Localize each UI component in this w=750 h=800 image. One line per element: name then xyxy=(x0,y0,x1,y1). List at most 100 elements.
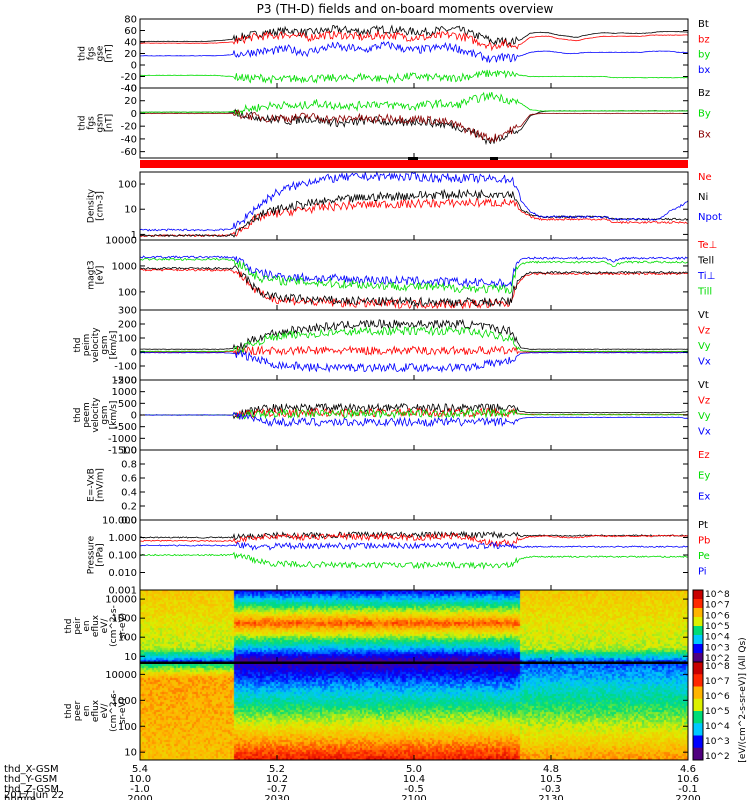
y-tick-label: -60 xyxy=(121,147,137,158)
series-line-vy xyxy=(139,325,688,355)
y-tick-label: 500 xyxy=(118,399,137,410)
panel-frame xyxy=(139,239,689,311)
series-line-pt xyxy=(140,530,689,541)
y-tick-label: 10 xyxy=(124,748,137,759)
colorbar-tick-label: 10^5 xyxy=(705,622,730,632)
legend-vz: Vz xyxy=(698,326,710,337)
x-row-value: -0.3 xyxy=(541,784,561,795)
y-tick-label: 0.100 xyxy=(108,551,137,562)
legend-pt: Pt xyxy=(698,520,708,531)
series-line-vt xyxy=(140,318,688,351)
y-tick-label: 100 xyxy=(118,722,137,733)
y-axis-label-line: Pressure xyxy=(87,535,97,574)
y-axis-label-line: [cm-3] xyxy=(96,191,106,221)
x-row-value: 2030 xyxy=(264,794,289,800)
x-row-label: hhmm xyxy=(4,794,36,800)
y-tick-label: -1500 xyxy=(108,446,137,457)
x-row-value: -0.1 xyxy=(678,784,698,795)
legend-vz: Vz xyxy=(698,396,710,407)
y-tick-label: 1000 xyxy=(112,261,137,272)
legend-vy: Vy xyxy=(698,411,711,422)
colorbar-segment xyxy=(693,711,703,724)
x-row-value: 5.2 xyxy=(269,764,285,775)
colorbar-tick-label: 10^3 xyxy=(705,643,730,653)
colorbar-segment xyxy=(693,644,703,654)
y-axis-label-line: thd xyxy=(78,46,88,61)
y-axis-label-line: eflux xyxy=(91,614,101,637)
y-tick-label: 80 xyxy=(124,15,137,26)
y-tick-label: -40 xyxy=(121,84,137,95)
legend-till: Till xyxy=(697,287,712,298)
series-line-vz xyxy=(139,345,688,356)
series-line-bx xyxy=(139,41,689,64)
colorbar-segment xyxy=(693,590,703,600)
colorbar-segment xyxy=(693,653,703,663)
series-line-bz xyxy=(139,108,689,146)
colorbar-segment xyxy=(693,686,703,700)
colorbar-peer-spectrogram: 10^8 10^7 10^6 10^5 10^4 10^3 10^2 xyxy=(692,661,730,762)
x-row-value: 10.4 xyxy=(403,774,425,785)
y-axis-label-line: [km/s] xyxy=(109,401,119,430)
panel-frame xyxy=(139,449,689,521)
panel-peim-velocity: Vt Vz Vy Vx 300 200 100 0 -100 -200 thd peim velocit… xyxy=(73,306,711,387)
y-axis-label-line: peir xyxy=(73,617,83,635)
legend-bx: Bx xyxy=(698,129,711,140)
series-line-by xyxy=(139,91,688,117)
y-tick-label: 1 xyxy=(131,230,137,241)
y-tick-label: 10 xyxy=(124,652,137,663)
y-tick-label: 10000 xyxy=(105,236,137,247)
colorbar-tick-label: 10^4 xyxy=(705,633,730,643)
y-tick-label: 1000 xyxy=(112,696,137,707)
y-axis-label-line: velocity xyxy=(91,327,101,363)
legend-bt: Bt xyxy=(698,19,709,30)
x-row-value: -0.7 xyxy=(267,784,287,795)
y-axis-label: Pressure [nPa] xyxy=(87,535,106,574)
y-axis-label: thd peer en eflux eV/(cm^2-s-sr-eV) xyxy=(64,690,128,732)
y-axis-label-line: magt3 xyxy=(87,260,97,289)
x-row-value: 10.0 xyxy=(129,774,151,785)
y-tick-label: 0.6 xyxy=(121,474,137,485)
legend-vt: Vt xyxy=(698,310,709,321)
series-line-till xyxy=(139,257,689,294)
y-tick-label: 1000 xyxy=(112,614,137,625)
y-axis-label-line: [nPa] xyxy=(96,543,106,566)
series-line-bx xyxy=(139,108,689,144)
x-row-value: 4.6 xyxy=(680,764,696,775)
y-tick-label: 100 xyxy=(118,633,137,644)
y-axis-label-line: thd xyxy=(64,619,74,634)
legend-by: by xyxy=(698,50,710,61)
legend-ex: Ex xyxy=(698,491,710,502)
y-tick-label: 20 xyxy=(124,96,137,107)
y-tick-label: 0.8 xyxy=(121,460,137,471)
series-line-ti xyxy=(139,255,689,289)
y-axis-label-line: peem xyxy=(82,402,92,428)
legend-vx: Vx xyxy=(698,357,711,368)
y-tick-label: 0.0 xyxy=(121,516,137,527)
colorbar-tick-label: 10^6 xyxy=(705,611,730,621)
colorbar-segment xyxy=(693,747,703,761)
x-row-label: thd_X-GSM xyxy=(4,764,59,775)
y-axis-label-line: thd xyxy=(73,338,83,353)
colorbar-segment xyxy=(693,723,703,736)
y-tick-label: 1000 xyxy=(112,387,137,398)
panel-pressure: Pt Pb Pe Pi 10.000 1.000 0.100 0.010 0.001 Pressu… xyxy=(87,516,711,597)
series-line-npot xyxy=(139,170,689,232)
legend-vy: Vy xyxy=(698,341,711,352)
legend-vx: Vx xyxy=(698,427,711,438)
y-axis-label-line: velocity xyxy=(91,397,101,433)
x-row-value: 2130 xyxy=(538,794,563,800)
colorbar-tick-label: 10^2 xyxy=(705,752,730,762)
y-axis-label-line: gsm xyxy=(96,113,106,132)
x-row-value: 10.2 xyxy=(266,774,288,785)
legend-ni: Ni xyxy=(698,192,708,203)
panel-density: Ne Ni Npot 100 10 1 Density [cm-3] xyxy=(87,170,722,241)
y-tick-label: 100 xyxy=(118,287,137,298)
y-axis-label-line: [mV/m] xyxy=(96,468,106,502)
legend-ey: Ey xyxy=(698,471,710,482)
y-tick-label: -20 xyxy=(121,122,137,133)
x-axis-annotation: thd_X-GSM 5.4 5.2 5.0 4.8 4.6 thd_Y-GSM 10.0 10.… xyxy=(4,764,701,800)
colorbar-tick-label: 10^7 xyxy=(705,677,730,687)
y-tick-label: -200 xyxy=(114,376,137,387)
series-line-pi xyxy=(140,541,689,551)
